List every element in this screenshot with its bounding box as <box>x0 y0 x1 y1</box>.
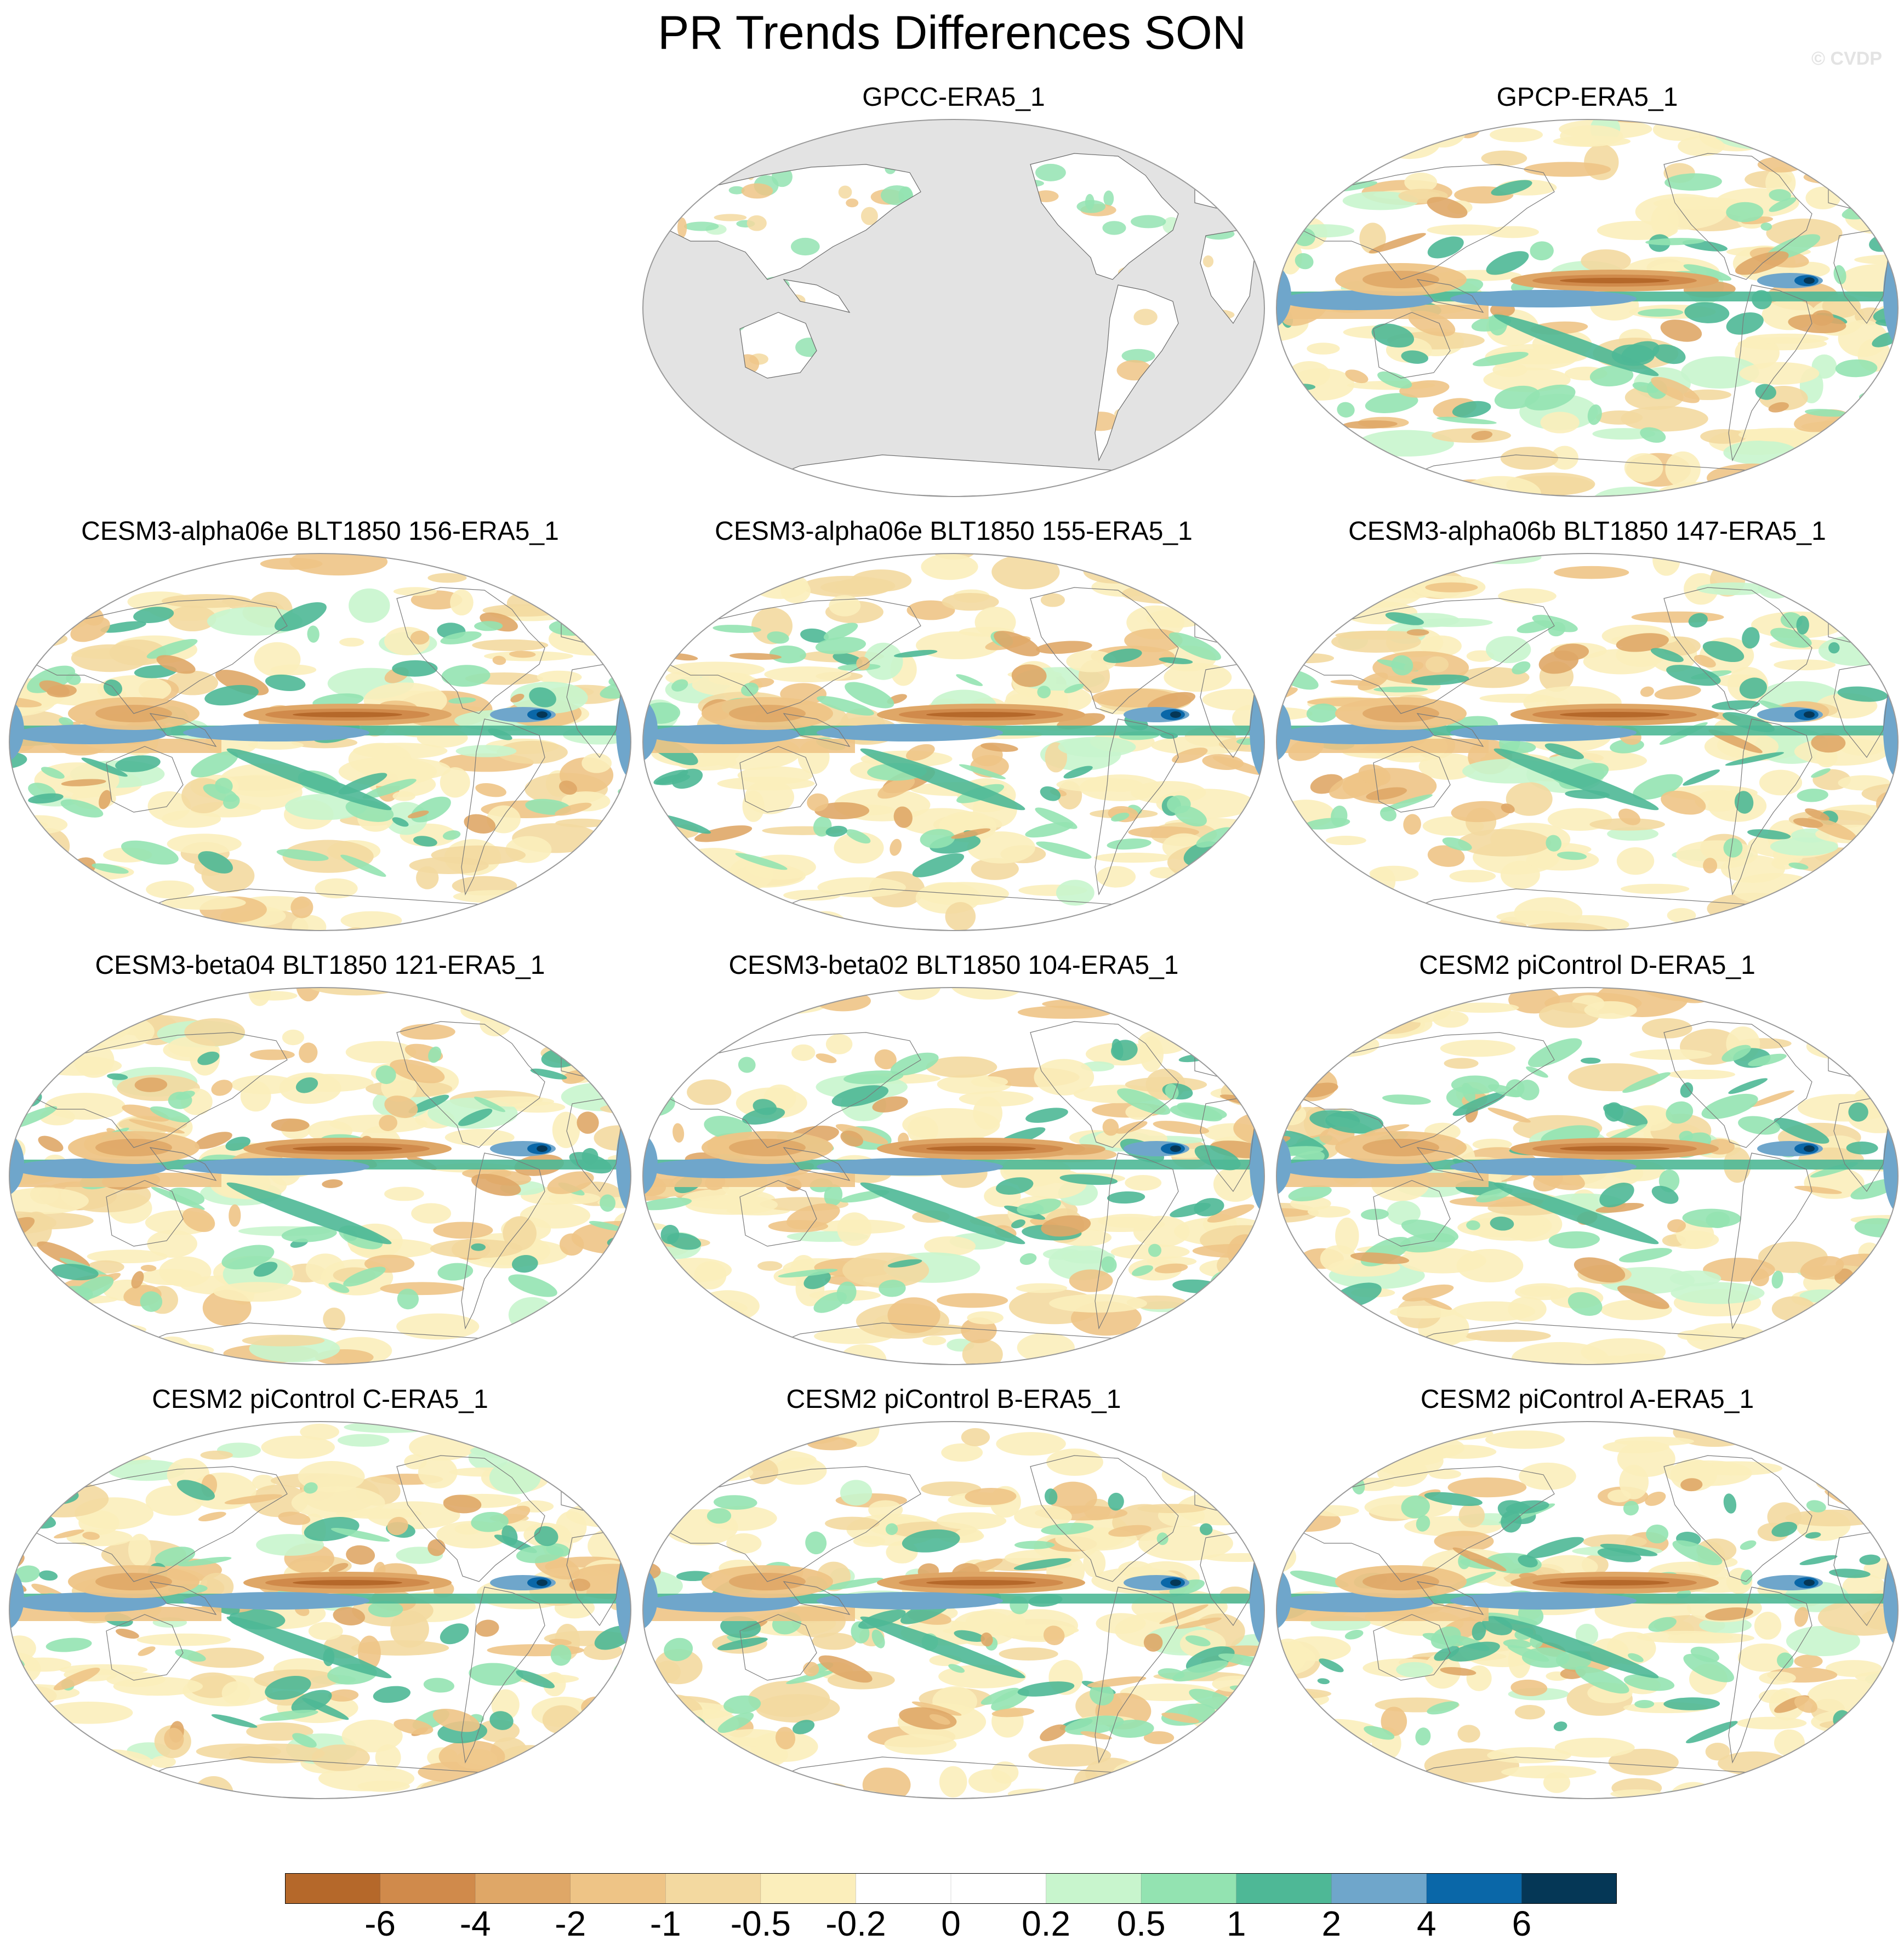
panel-title: CESM3-alpha06b BLT1850 147-ERA5_1 <box>1348 517 1826 546</box>
panel-beta04-121: CESM3-beta04 BLT1850 121-ERA5_1 <box>2 949 638 1371</box>
colorbar-swatch <box>856 1873 951 1904</box>
colorbar-tick-label: 2 <box>1321 1904 1342 1943</box>
colorbar-swatch <box>285 1873 380 1904</box>
panel-title: CESM2 piControl C-ERA5_1 <box>152 1385 488 1414</box>
panel-title: CESM2 piControl D-ERA5_1 <box>1419 951 1755 980</box>
panel-picontrol-a: CESM2 piControl A-ERA5_1 <box>1269 1383 1904 1805</box>
colorbar-tick-label: -2 <box>555 1904 586 1943</box>
panel-gpcc: GPCC-ERA5_1 <box>636 81 1272 503</box>
colorbar-tick-label: 1 <box>1226 1904 1246 1943</box>
panel-title: CESM3-beta02 BLT1850 104-ERA5_1 <box>728 951 1179 980</box>
map-picontrol-d <box>1276 987 1899 1365</box>
panel-title: CESM3-alpha06e BLT1850 155-ERA5_1 <box>715 517 1193 546</box>
panel-title: CESM3-alpha06e BLT1850 156-ERA5_1 <box>81 517 559 546</box>
map-boundary <box>1276 1421 1899 1799</box>
map-picontrol-c <box>9 1421 631 1799</box>
colorbar-swatch <box>1331 1873 1427 1904</box>
panel-alpha06b-147: CESM3-alpha06b BLT1850 147-ERA5_1 <box>1269 515 1904 937</box>
panel-gpcp: GPCP-ERA5_1 <box>1269 81 1904 503</box>
panel-title: CESM2 piControl A-ERA5_1 <box>1420 1385 1754 1414</box>
colorbar-labels: -6 -4 -2 -1 -0.5 -0.2 0 0.2 0.5 1 2 4 6 <box>0 1902 1904 1945</box>
map-gpcc <box>642 119 1265 497</box>
map-alpha06e-156 <box>9 553 631 931</box>
panel-alpha06e-155: CESM3-alpha06e BLT1850 155-ERA5_1 <box>636 515 1272 937</box>
colorbar-swatch <box>665 1873 761 1904</box>
colorbar-tick-label: 0.5 <box>1116 1904 1166 1943</box>
map-boundary <box>642 987 1265 1365</box>
colorbar <box>285 1873 1617 1904</box>
map-alpha06b-147 <box>1276 553 1899 931</box>
panel-title: CESM2 piControl B-ERA5_1 <box>786 1385 1121 1414</box>
map-boundary <box>9 1421 631 1799</box>
colorbar-tick-label: 0 <box>941 1904 961 1943</box>
panel-title: GPCC-ERA5_1 <box>862 83 1045 112</box>
map-boundary <box>1276 987 1899 1365</box>
colorbar-swatch <box>570 1873 666 1904</box>
colorbar-swatch <box>951 1873 1046 1904</box>
colorbar-tick-label: -6 <box>364 1904 396 1943</box>
map-gpcp <box>1276 119 1899 497</box>
map-boundary <box>642 553 1265 931</box>
panel-beta02-104: CESM3-beta02 BLT1850 104-ERA5_1 <box>636 949 1272 1371</box>
map-beta04-121 <box>9 987 631 1365</box>
colorbar-tick-label: -1 <box>649 1904 681 1943</box>
panel-title: CESM3-beta04 BLT1850 121-ERA5_1 <box>95 951 545 980</box>
colorbar-swatch <box>1046 1873 1142 1904</box>
colorbar-tick-label: -0.5 <box>730 1904 791 1943</box>
map-boundary <box>9 553 631 931</box>
colorbar-swatch <box>475 1873 571 1904</box>
map-boundary <box>642 1421 1265 1799</box>
figure-title: PR Trends Differences SON <box>658 7 1246 59</box>
map-beta02-104 <box>642 987 1265 1365</box>
colorbar-swatch <box>1521 1873 1617 1904</box>
map-alpha06e-155 <box>642 553 1265 931</box>
colorbar-swatch <box>380 1873 476 1904</box>
colorbar-swatch <box>1236 1873 1332 1904</box>
cvdp-watermark: © CVDP <box>1811 48 1882 69</box>
colorbar-tick-label: -0.2 <box>825 1904 886 1943</box>
map-boundary <box>1276 553 1899 931</box>
colorbar-swatch <box>1426 1873 1522 1904</box>
panel-picontrol-c: CESM2 piControl C-ERA5_1 <box>2 1383 638 1805</box>
colorbar-tick-label: 4 <box>1417 1904 1436 1943</box>
colorbar-tick-label: 6 <box>1512 1904 1532 1943</box>
colorbar-swatch <box>1141 1873 1236 1904</box>
colorbar-tick-label: -4 <box>459 1904 491 1943</box>
map-picontrol-b <box>642 1421 1265 1799</box>
panel-picontrol-d: CESM2 piControl D-ERA5_1 <box>1269 949 1904 1371</box>
panel-picontrol-b: CESM2 piControl B-ERA5_1 <box>636 1383 1272 1805</box>
map-boundary <box>1276 119 1899 497</box>
map-boundary <box>9 987 631 1365</box>
map-boundary <box>642 119 1265 497</box>
map-picontrol-a <box>1276 1421 1899 1799</box>
panel-title: GPCP-ERA5_1 <box>1496 83 1678 112</box>
colorbar-swatch <box>760 1873 856 1904</box>
colorbar-tick-label: 0.2 <box>1022 1904 1071 1943</box>
panel-alpha06e-156: CESM3-alpha06e BLT1850 156-ERA5_1 <box>2 515 638 937</box>
